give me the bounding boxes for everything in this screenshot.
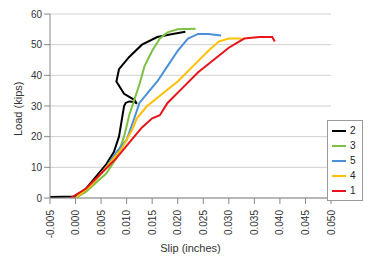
html-text:3: 3 [350,140,356,151]
svg-text:0.045: 0.045 [300,210,311,235]
svg-text:40: 40 [31,70,43,81]
html-text:2: 2 [350,125,356,136]
svg-text:Load (kips): Load (kips) [12,82,24,136]
html-text:5: 5 [350,155,356,166]
svg-text:0.015: 0.015 [147,210,158,235]
svg-text:0.000: 0.000 [70,210,81,235]
html-text:4: 4 [350,170,356,181]
svg-text:0: 0 [36,193,42,204]
svg-text:0.005: 0.005 [96,210,107,235]
svg-text:0.010: 0.010 [121,210,132,235]
html-text:1: 1 [350,185,356,196]
svg-text:0.035: 0.035 [249,210,260,235]
svg-text:0.025: 0.025 [198,210,209,235]
svg-text:60: 60 [31,9,43,20]
svg-text:0.040: 0.040 [274,210,285,235]
svg-text:0.050: 0.050 [326,210,337,235]
svg-text:20: 20 [31,131,43,142]
svg-text:30: 30 [31,101,43,112]
svg-text:0.020: 0.020 [172,210,183,235]
svg-text:0.030: 0.030 [223,210,234,235]
svg-text:-0.005: -0.005 [45,210,56,239]
svg-text:10: 10 [31,162,43,173]
svg-text:50: 50 [31,39,43,50]
svg-text:Slip (inches): Slip (inches) [160,242,221,254]
